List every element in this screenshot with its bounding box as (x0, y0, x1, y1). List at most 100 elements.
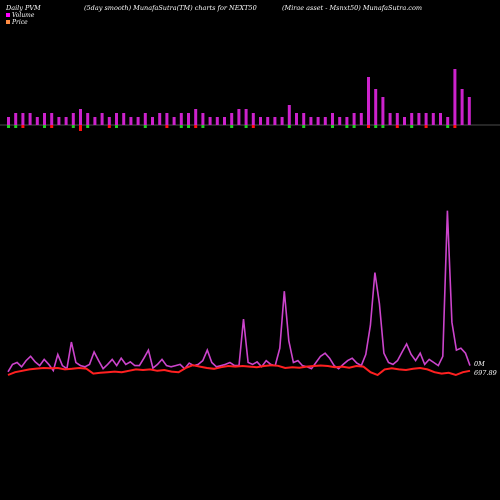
volume-bar-below (230, 125, 233, 128)
volume-bar (338, 117, 341, 125)
volume-bar-below (187, 125, 190, 128)
volume-bar (101, 113, 104, 125)
volume-bar (360, 113, 363, 125)
volume-bar (129, 117, 132, 125)
volume-bar (374, 89, 377, 125)
volume-bar (309, 117, 312, 125)
volume-bar-below (374, 125, 377, 128)
volume-bar (273, 117, 276, 125)
volume-bar (425, 113, 428, 125)
volume-bar-below (86, 125, 89, 128)
volume-bar (115, 113, 118, 125)
volume-bar (453, 69, 456, 125)
volume-bar (317, 117, 320, 125)
volume-bar (389, 113, 392, 125)
price-last-label: 697.89 (474, 369, 497, 377)
volume-bar (230, 113, 233, 125)
volume-bar-below (14, 125, 17, 128)
volume-bar (72, 113, 75, 125)
volume-bar (252, 113, 255, 125)
volume-bar (259, 117, 262, 125)
volume-bar-below (72, 125, 75, 128)
volume-bar-below (353, 125, 356, 128)
volume-bar (165, 113, 168, 125)
volume-bar (324, 117, 327, 125)
volume-bar-below (396, 125, 399, 128)
volume-bar (122, 113, 125, 125)
volume-bar (237, 109, 240, 125)
volume-bar-below (425, 125, 428, 128)
volume-bar (57, 117, 60, 125)
volume-bar (468, 97, 471, 125)
volume-bar (367, 77, 370, 125)
volume-bar-below (410, 125, 413, 128)
volume-bar-below (446, 125, 449, 128)
volume-bar (180, 113, 183, 125)
volume-last-label: 0M (474, 360, 485, 368)
volume-bar-below (21, 125, 24, 128)
volume-bar (50, 113, 53, 125)
volume-bar-below (7, 125, 10, 128)
volume-bar (396, 113, 399, 125)
volume-bar (223, 117, 226, 125)
volume-bar (302, 113, 305, 125)
volume-bar-below (302, 125, 305, 128)
volume-bar (295, 113, 298, 125)
volume-bar (65, 117, 68, 125)
volume-bar (410, 113, 413, 125)
price-line (8, 365, 470, 375)
volume-bar-below (288, 125, 291, 128)
volume-bar (151, 117, 154, 125)
volume-bar-below (180, 125, 183, 128)
volume-bar-below (108, 125, 111, 128)
volume-bar (266, 117, 269, 125)
volume-bar (245, 109, 248, 125)
volume-bars (7, 69, 471, 131)
volume-bar (7, 117, 10, 125)
volume-bar (446, 117, 449, 125)
volume-bar-below (144, 125, 147, 128)
volume-bar (216, 117, 219, 125)
volume-bar (381, 97, 384, 125)
volume-bar-below (194, 125, 197, 128)
volume-bar (353, 113, 356, 125)
volume-bar (14, 113, 17, 125)
volume-bar (86, 113, 89, 125)
volume-bar-below (331, 125, 334, 128)
volume-bar (21, 113, 24, 125)
volume-bar (158, 113, 161, 125)
volume-bar (209, 117, 212, 125)
volume-bar (345, 117, 348, 125)
volume-bar (439, 113, 442, 125)
volume-bar (108, 117, 111, 125)
volume-bar (281, 117, 284, 125)
volume-bar (79, 109, 82, 125)
volume-bar-below (245, 125, 248, 128)
volume-bar (137, 117, 140, 125)
volume-bar (194, 109, 197, 125)
volume-bar (288, 105, 291, 125)
volume-bar (201, 113, 204, 125)
volume-bar-below (252, 125, 255, 128)
volume-bar (331, 113, 334, 125)
volume-bar-below (115, 125, 118, 128)
volume-bar (144, 113, 147, 125)
volume-bar-below (453, 125, 456, 128)
volume-bar-below (201, 125, 204, 128)
volume-bar-below (345, 125, 348, 128)
volume-bar-below (165, 125, 168, 128)
volume-bar (461, 89, 464, 125)
volume-bar-below (79, 125, 82, 131)
volume-bar (43, 113, 46, 125)
volume-bar (36, 117, 39, 125)
volume-bar (432, 113, 435, 125)
volume-bar (29, 113, 32, 125)
volume-bar (403, 117, 406, 125)
volume-line (8, 211, 470, 372)
volume-bar-below (50, 125, 53, 128)
volume-bar-below (43, 125, 46, 128)
volume-bar (187, 113, 190, 125)
volume-bar (173, 117, 176, 125)
